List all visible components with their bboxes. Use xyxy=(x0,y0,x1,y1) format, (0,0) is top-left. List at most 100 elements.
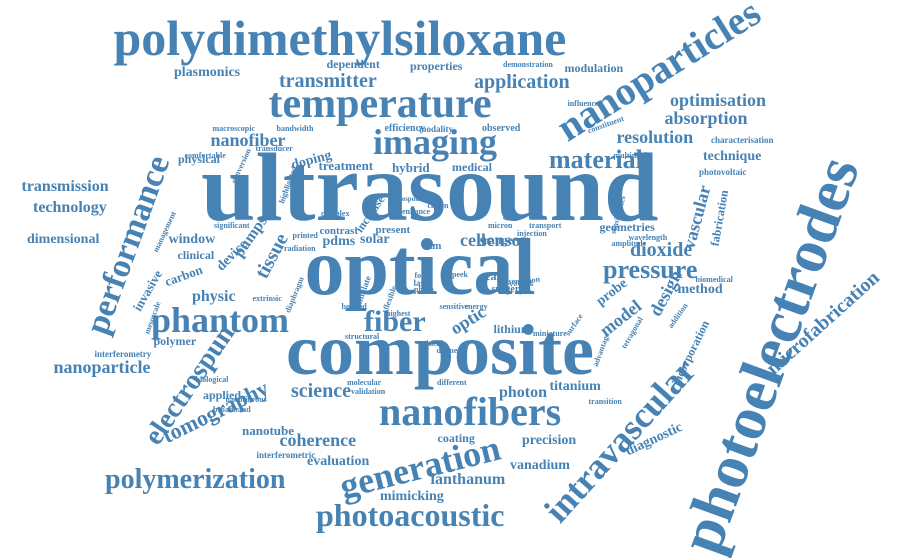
word-clinical: clinical xyxy=(177,248,215,262)
word-transmitter: transmitter xyxy=(279,70,377,92)
word-characterisation: characterisation xyxy=(711,134,774,145)
word-interferometry: interferometry xyxy=(94,348,152,359)
word-physical: physical xyxy=(178,152,221,166)
word-nanofiber: nanofiber xyxy=(210,130,286,150)
word-pdms: pdms xyxy=(322,234,356,249)
word-structural: structural xyxy=(345,332,380,341)
word-highest: highest xyxy=(386,309,411,318)
word-science: science xyxy=(291,380,351,402)
word-modulation: modulation xyxy=(564,61,624,75)
word-coherence: coherence xyxy=(279,430,357,450)
word-optical: optical xyxy=(304,224,536,312)
word-efficiency: efficiency xyxy=(384,123,426,134)
word-complex: complex xyxy=(321,209,350,218)
word-extrinsic: extrinsic xyxy=(252,294,282,303)
word-plasmonics: plasmonics xyxy=(174,65,241,80)
word-comfortable: comfortable xyxy=(184,151,226,160)
word-transport: transport xyxy=(529,221,562,230)
word-bandwidth: bandwidth xyxy=(276,124,314,133)
word-photovoltaic: photovoltaic xyxy=(699,166,747,177)
word-energy: energy xyxy=(464,302,488,311)
word-transducer: transducer xyxy=(255,144,293,153)
word-demonstration: demonstration xyxy=(503,60,553,69)
word-enhance: enhance xyxy=(402,207,430,216)
word-critical: critical xyxy=(419,339,443,348)
word-form: form xyxy=(414,271,432,280)
word-response: response xyxy=(399,194,425,203)
word-polymerization: polymerization xyxy=(105,464,286,495)
word-transmission: transmission xyxy=(21,178,109,195)
word-different: different xyxy=(437,378,467,387)
word-cell: cell xyxy=(460,230,486,250)
word-lithium: lithium xyxy=(493,322,531,336)
word-dioxide: dioxide xyxy=(630,239,693,261)
word-nanotube: nanotube xyxy=(242,422,295,438)
word-diaphragm: diaphragm xyxy=(283,275,306,315)
word-imaging: imaging xyxy=(373,122,498,162)
word-method: method xyxy=(677,282,723,297)
word-multimode: multimode xyxy=(613,151,651,160)
word-hybrid: hybrid xyxy=(392,159,430,175)
word-medical: medical xyxy=(452,160,492,174)
word-present: present xyxy=(375,223,411,236)
word-dependent: dependent xyxy=(326,57,380,71)
word-bonded: bonded xyxy=(341,302,367,311)
word-evaluation: evaluation xyxy=(307,454,370,469)
word-properties: properties xyxy=(410,59,463,73)
word-fiber: fiber xyxy=(364,305,426,338)
word-printed: printed xyxy=(292,231,318,240)
word-pressure: pressure xyxy=(603,255,698,284)
word-carbon: carbon xyxy=(162,261,204,289)
word-significant: significant xyxy=(214,221,250,230)
word-radiation: radiation xyxy=(284,244,316,253)
word-molecular: molecular xyxy=(347,378,382,387)
word-peek: peek xyxy=(452,270,468,279)
word-advantage: advantage xyxy=(590,331,611,368)
word-lanthanum: lanthanum xyxy=(430,471,506,488)
word-physic: physic xyxy=(192,288,236,305)
word-dimensional: dimensional xyxy=(27,232,100,247)
word-photon: photon xyxy=(499,384,548,401)
word-injection: injection xyxy=(517,229,547,238)
word-laser: laser xyxy=(413,277,433,288)
word-optimisation: optimisation xyxy=(670,90,767,110)
word-polymer: polymer xyxy=(153,334,197,348)
word-resolution: resolution xyxy=(616,127,694,147)
word-application: application xyxy=(474,71,570,93)
word-phantom: phantom xyxy=(151,300,290,340)
word-titanium: titanium xyxy=(549,379,601,394)
word-ultrasound: ultrasound xyxy=(201,134,659,242)
word-interferometric: interferometric xyxy=(256,449,316,460)
word-micron: micron xyxy=(488,221,513,230)
word-sensitive: sensitive xyxy=(439,302,469,311)
word-technique: technique xyxy=(703,149,762,164)
word-observed: observed xyxy=(482,123,521,134)
word-surgery: surgery xyxy=(491,284,525,295)
word-solar: solar xyxy=(360,232,390,247)
word-addition: addition xyxy=(665,301,690,330)
word-phase: phase xyxy=(414,285,434,294)
word-diameter: diameter xyxy=(436,346,468,355)
word-applied: applied xyxy=(203,388,242,402)
word-polydimethylsiloxane: polydimethylsiloxane xyxy=(113,10,567,66)
word-broadband: broadband xyxy=(213,405,251,414)
word-biomedical: biomedical xyxy=(695,275,733,284)
word-nanoparticle: nanoparticle xyxy=(53,357,151,377)
word-photoacoustic: photoacoustic xyxy=(316,497,505,533)
word-influence: influence xyxy=(567,99,599,108)
word-wavelength: wavelength xyxy=(628,233,668,242)
word-sensing: sensing xyxy=(508,277,534,286)
word-vanadium: vanadium xyxy=(510,458,570,473)
word-modality: modality xyxy=(419,123,454,134)
word-treatment: treatment xyxy=(318,157,374,173)
word-film: film xyxy=(422,239,442,252)
word-sensor: sensor xyxy=(479,230,529,250)
word-composite: composite xyxy=(286,310,594,390)
word-scale: scale xyxy=(480,269,506,283)
word-absorption: absorption xyxy=(664,108,748,128)
word-cation: cation xyxy=(427,201,449,210)
word-technology: technology xyxy=(33,199,107,216)
word-temperature: temperature xyxy=(268,81,492,127)
word-nanofibers: nanofibers xyxy=(379,389,562,434)
